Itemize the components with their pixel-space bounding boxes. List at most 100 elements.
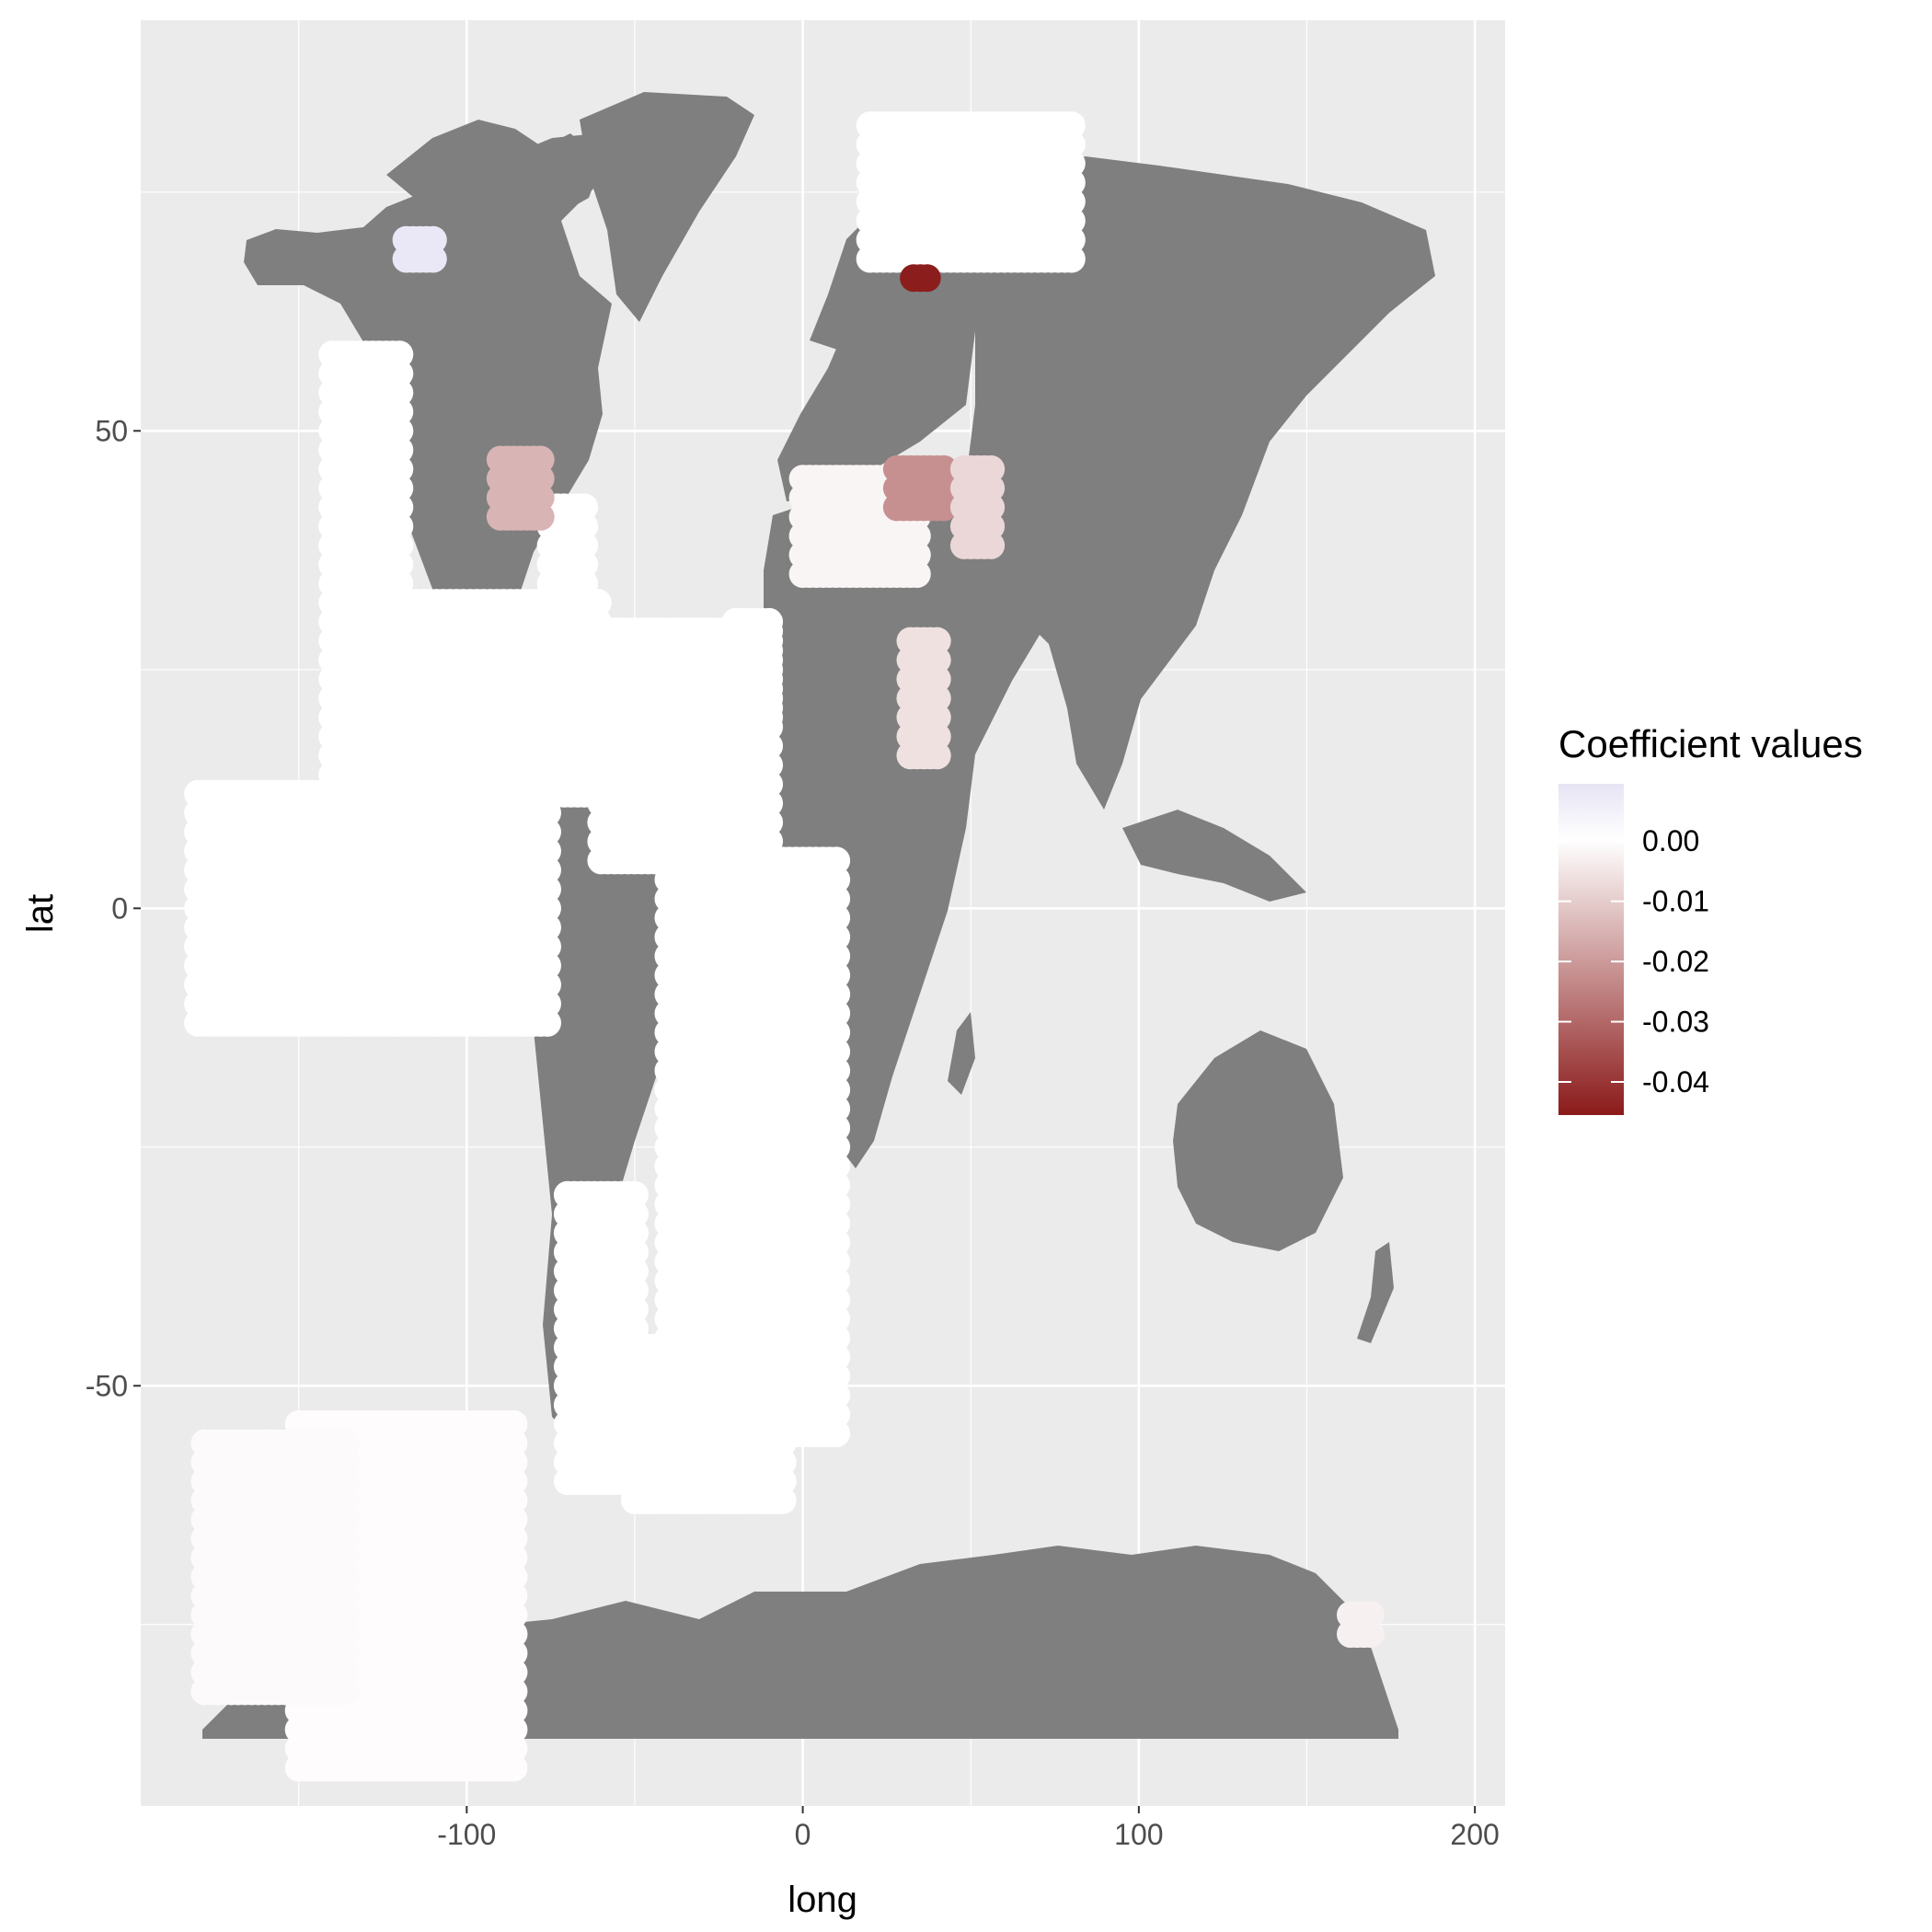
data-point: [822, 1362, 851, 1390]
data-point: [768, 1409, 797, 1438]
x-tick-label: 0: [795, 1818, 811, 1851]
coefficient-points: [184, 111, 1385, 1782]
data-point: [331, 1581, 360, 1610]
data-point: [331, 1429, 360, 1457]
data-point: [331, 1620, 360, 1649]
x-tick-label: 100: [1114, 1818, 1163, 1851]
legend-label: 0.00: [1642, 824, 1699, 857]
y-axis-title: lat: [20, 894, 61, 933]
data-point: [822, 1324, 851, 1352]
data-point: [822, 846, 851, 875]
data-point: [500, 1696, 528, 1725]
point-cluster: [882, 454, 958, 522]
x-tick-label: -100: [437, 1818, 496, 1851]
data-point: [385, 360, 414, 388]
data-point: [822, 999, 851, 1028]
data-point: [755, 770, 784, 799]
legend-label: -0.04: [1642, 1065, 1709, 1098]
data-point: [1057, 149, 1086, 178]
data-point: [500, 1620, 528, 1649]
x-axis: -100 0 100 200: [437, 1806, 1500, 1851]
data-point: [1057, 168, 1086, 197]
legend-ticks: 0.00 -0.01 -0.02 -0.03 -0.04: [1558, 824, 1709, 1098]
data-point: [822, 1343, 851, 1372]
data-point: [533, 971, 561, 999]
legend-label: -0.03: [1642, 1006, 1709, 1039]
data-point: [500, 1524, 528, 1553]
data-point: [1356, 1601, 1385, 1629]
point-cluster: [318, 340, 414, 827]
data-point: [620, 1219, 649, 1248]
data-point: [755, 646, 784, 674]
data-point: [331, 1544, 360, 1572]
data-point: [923, 722, 951, 751]
data-point: [923, 627, 951, 655]
data-point: [1356, 1620, 1385, 1649]
data-point: [385, 474, 414, 502]
data-point: [385, 340, 414, 369]
x-tick-label: 200: [1450, 1818, 1499, 1851]
data-point: [977, 474, 1006, 502]
data-point: [526, 465, 555, 493]
y-tick-label: 50: [95, 414, 128, 447]
data-point: [500, 1429, 528, 1457]
data-point: [822, 1400, 851, 1429]
data-point: [385, 454, 414, 483]
point-cluster: [486, 445, 555, 531]
point-cluster: [900, 264, 941, 293]
data-point: [977, 493, 1006, 522]
data-point: [822, 1285, 851, 1314]
data-point: [500, 1639, 528, 1667]
legend: Coefficient values 0.00 -0.01 -0.02 -0.03 -0…: [1558, 722, 1863, 1115]
data-point: [822, 1095, 851, 1123]
land-new-zealand: [1357, 1242, 1394, 1343]
data-point: [500, 1581, 528, 1610]
point-cluster: [620, 1333, 797, 1514]
data-point: [755, 808, 784, 836]
data-point: [768, 1391, 797, 1420]
data-point: [913, 264, 941, 293]
data-point: [822, 1171, 851, 1200]
data-point: [903, 522, 931, 550]
point-cluster: [896, 627, 951, 770]
data-point: [331, 1677, 360, 1706]
data-point: [385, 531, 414, 559]
data-point: [500, 1467, 528, 1496]
data-point: [385, 378, 414, 407]
data-point: [929, 493, 958, 522]
data-point: [533, 914, 561, 942]
data-point: [500, 1601, 528, 1629]
data-point: [755, 665, 784, 694]
data-point: [620, 1200, 649, 1228]
data-point: [385, 493, 414, 522]
data-point: [533, 856, 561, 884]
data-point: [903, 541, 931, 569]
data-point: [755, 789, 784, 818]
data-point: [419, 245, 447, 273]
data-point: [768, 1333, 797, 1362]
data-point: [570, 531, 599, 559]
data-point: [755, 703, 784, 731]
data-point: [533, 875, 561, 903]
data-point: [620, 1180, 649, 1209]
data-point: [500, 1486, 528, 1514]
data-point: [755, 751, 784, 779]
data-point: [977, 531, 1006, 559]
data-point: [500, 1658, 528, 1686]
point-cluster: [721, 607, 784, 731]
data-point: [533, 1008, 561, 1037]
data-point: [755, 627, 784, 655]
data-point: [620, 1237, 649, 1266]
land-arabia: [975, 570, 1040, 681]
data-point: [331, 1467, 360, 1496]
data-point: [822, 1248, 851, 1276]
data-point: [500, 1448, 528, 1477]
data-point: [768, 1448, 797, 1477]
data-point: [822, 960, 851, 989]
data-point: [903, 560, 931, 589]
data-point: [331, 1601, 360, 1629]
data-point: [526, 502, 555, 531]
legend-label: -0.01: [1642, 885, 1709, 918]
land-japan: [1201, 460, 1242, 552]
data-point: [385, 550, 414, 579]
